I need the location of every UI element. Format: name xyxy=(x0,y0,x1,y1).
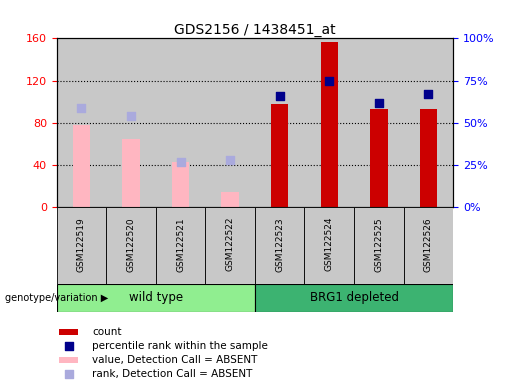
Text: wild type: wild type xyxy=(129,291,183,305)
Text: GSM122525: GSM122525 xyxy=(374,217,383,271)
Bar xyxy=(354,207,404,284)
Text: percentile rank within the sample: percentile rank within the sample xyxy=(92,341,268,351)
Text: GSM122522: GSM122522 xyxy=(226,217,235,271)
Bar xyxy=(205,38,255,207)
Text: count: count xyxy=(92,327,122,337)
Bar xyxy=(404,207,453,284)
Bar xyxy=(221,192,239,207)
Text: GSM122523: GSM122523 xyxy=(275,217,284,271)
Bar xyxy=(156,207,205,284)
Title: GDS2156 / 1438451_at: GDS2156 / 1438451_at xyxy=(174,23,336,37)
Bar xyxy=(304,207,354,284)
Bar xyxy=(255,207,304,284)
Bar xyxy=(156,38,205,207)
Text: GSM122521: GSM122521 xyxy=(176,217,185,271)
Point xyxy=(177,159,185,165)
Point xyxy=(64,343,73,349)
Bar xyxy=(321,41,338,207)
Point xyxy=(325,78,333,84)
Bar xyxy=(370,109,387,207)
Bar xyxy=(106,207,156,284)
Bar xyxy=(420,109,437,207)
Point xyxy=(127,113,135,119)
Point xyxy=(424,91,433,97)
Bar xyxy=(271,104,288,207)
Bar xyxy=(73,125,90,207)
Point xyxy=(64,371,73,377)
Bar xyxy=(354,38,404,207)
Bar xyxy=(172,162,189,207)
Text: GSM122520: GSM122520 xyxy=(127,217,135,271)
Bar xyxy=(123,139,140,207)
Bar xyxy=(404,38,453,207)
Bar xyxy=(57,38,106,207)
Bar xyxy=(304,38,354,207)
Bar xyxy=(57,207,106,284)
Text: BRG1 depleted: BRG1 depleted xyxy=(310,291,399,305)
Text: value, Detection Call = ABSENT: value, Detection Call = ABSENT xyxy=(92,355,258,365)
Bar xyxy=(57,284,255,312)
Bar xyxy=(255,38,304,207)
Point xyxy=(276,93,284,99)
Text: GSM122519: GSM122519 xyxy=(77,217,86,271)
Bar xyxy=(106,38,156,207)
Text: rank, Detection Call = ABSENT: rank, Detection Call = ABSENT xyxy=(92,369,253,379)
Bar xyxy=(59,357,78,363)
Bar xyxy=(221,197,239,207)
Text: genotype/variation ▶: genotype/variation ▶ xyxy=(5,293,108,303)
Point xyxy=(375,99,383,106)
Bar xyxy=(205,207,255,284)
Bar xyxy=(172,199,189,207)
Text: GSM122526: GSM122526 xyxy=(424,217,433,271)
Point xyxy=(226,157,234,163)
Text: GSM122524: GSM122524 xyxy=(325,217,334,271)
Bar xyxy=(255,284,453,312)
Bar xyxy=(59,329,78,335)
Point xyxy=(77,104,85,111)
